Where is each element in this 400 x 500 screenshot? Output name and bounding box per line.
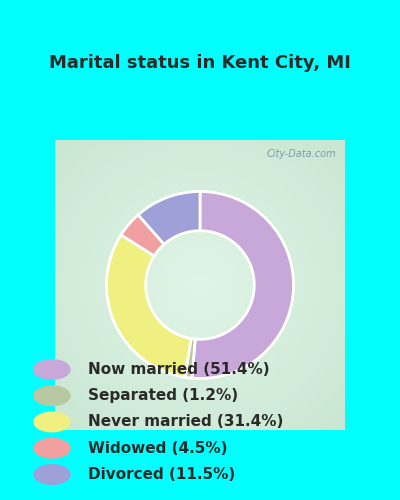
Ellipse shape [34, 360, 70, 379]
Wedge shape [192, 192, 294, 378]
Text: Separated (1.2%): Separated (1.2%) [88, 388, 238, 403]
Ellipse shape [34, 465, 70, 484]
Ellipse shape [34, 412, 70, 432]
Text: Widowed (4.5%): Widowed (4.5%) [88, 441, 228, 456]
Text: City-Data.com: City-Data.com [267, 148, 336, 158]
Ellipse shape [34, 438, 70, 458]
Wedge shape [106, 235, 191, 378]
Text: Never married (31.4%): Never married (31.4%) [88, 414, 283, 430]
Wedge shape [185, 338, 195, 378]
Text: Divorced (11.5%): Divorced (11.5%) [88, 467, 235, 482]
Text: Now married (51.4%): Now married (51.4%) [88, 362, 270, 377]
Wedge shape [138, 192, 200, 244]
Text: Marital status in Kent City, MI: Marital status in Kent City, MI [49, 54, 351, 72]
Ellipse shape [34, 386, 70, 406]
Wedge shape [121, 215, 164, 256]
